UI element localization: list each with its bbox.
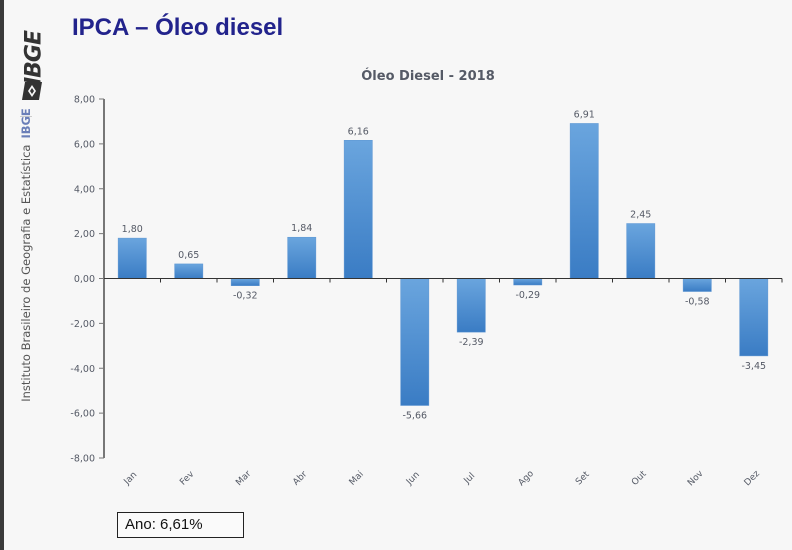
data-label-fev: 0,65 xyxy=(178,250,199,261)
x-category-label: Jan xyxy=(122,470,140,488)
bars: 1,80 0,65 -0,32 1,84 6,16 -5,66 -2,39 -0,29 6,91… xyxy=(117,109,769,421)
bar-jan xyxy=(117,237,147,279)
y-tick-label: 2,00 xyxy=(74,229,95,240)
x-axis: Jan Fev Mar Abr Mai Jun Jul Ago Set Out Nov Dez xyxy=(104,278,783,489)
annual-total-box: Ano: 6,61% xyxy=(117,512,244,538)
bar-mai xyxy=(343,140,373,279)
data-label-jan: 1,80 xyxy=(122,224,143,235)
data-label-ago: -0,29 xyxy=(515,290,540,301)
x-category-label: Mar xyxy=(234,469,253,488)
data-label-abr: 1,84 xyxy=(291,223,312,234)
data-label-mai: 6,16 xyxy=(348,126,369,137)
x-category-label: Nov xyxy=(686,468,706,488)
y-tick-label: 4,00 xyxy=(74,184,95,195)
y-tick-label: 8,00 xyxy=(74,95,95,106)
data-label-mar: -0,32 xyxy=(233,291,258,302)
x-category-label: Abr xyxy=(291,469,309,487)
bar-out xyxy=(626,223,656,279)
x-category-label: Jun xyxy=(404,470,422,488)
chart-title: Óleo Diesel - 2018 xyxy=(361,68,495,84)
bar-mar xyxy=(230,278,260,286)
bar-dez xyxy=(739,278,769,357)
y-tick-label: -8,00 xyxy=(70,454,95,465)
y-tick-label: 0,00 xyxy=(74,274,95,285)
x-category-label: Out xyxy=(630,469,649,488)
data-label-nov: -0,58 xyxy=(685,297,710,308)
data-label-jul: -2,39 xyxy=(459,337,484,348)
y-axis: 8,00 6,00 4,00 2,00 0,00 -2,00 -4,00 -6,00 -8,00 xyxy=(70,95,105,465)
sidebar-divider xyxy=(20,116,32,117)
y-tick-label: -6,00 xyxy=(70,409,95,420)
x-category-label: Set xyxy=(574,469,592,487)
bar-abr xyxy=(287,236,317,279)
bar-set xyxy=(569,123,599,279)
bar-nov xyxy=(682,278,712,292)
ibge-logo-icon xyxy=(22,82,42,100)
y-tick-label: -4,00 xyxy=(70,364,95,375)
data-label-out: 2,45 xyxy=(630,210,651,221)
bar-jun xyxy=(400,278,430,406)
x-category-label: Fev xyxy=(178,469,197,488)
y-tick-label: 6,00 xyxy=(74,139,95,150)
window-left-edge xyxy=(0,0,4,550)
page-title: IPCA – Óleo diesel xyxy=(72,14,284,41)
bar-jul xyxy=(456,278,486,333)
x-category-label: Dez xyxy=(743,469,762,488)
data-label-jun: -5,66 xyxy=(402,410,427,421)
data-label-set: 6,91 xyxy=(574,109,595,120)
bar-fev xyxy=(174,263,204,279)
y-tick-label: -2,00 xyxy=(70,319,95,330)
data-label-dez: -3,45 xyxy=(741,361,766,372)
x-category-label: Mai xyxy=(348,469,366,487)
x-category-label: Ago xyxy=(517,469,537,489)
x-category-label: Jul xyxy=(462,471,477,486)
bar-ago xyxy=(513,278,543,286)
